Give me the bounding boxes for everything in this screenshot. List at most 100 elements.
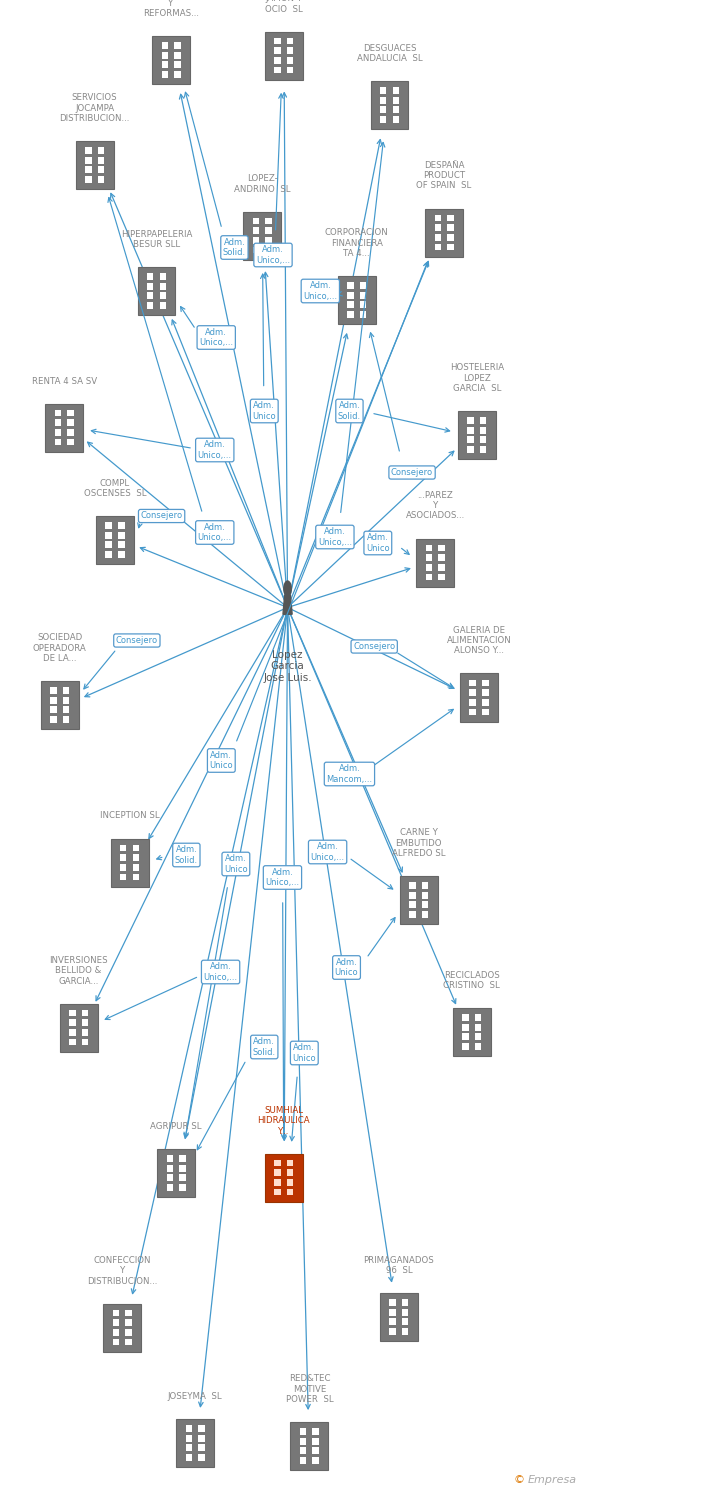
FancyBboxPatch shape: [152, 36, 190, 84]
FancyBboxPatch shape: [435, 225, 441, 231]
FancyBboxPatch shape: [253, 246, 259, 254]
FancyBboxPatch shape: [462, 1034, 469, 1040]
FancyBboxPatch shape: [253, 228, 259, 234]
FancyBboxPatch shape: [69, 1029, 76, 1035]
FancyBboxPatch shape: [426, 573, 432, 580]
FancyBboxPatch shape: [113, 1310, 119, 1317]
FancyBboxPatch shape: [274, 48, 281, 54]
Text: Adm.
Unico: Adm. Unico: [224, 855, 248, 873]
FancyBboxPatch shape: [186, 1454, 192, 1461]
FancyBboxPatch shape: [55, 438, 61, 446]
FancyBboxPatch shape: [360, 310, 366, 318]
FancyBboxPatch shape: [462, 1024, 469, 1030]
Text: JOSEYMA  SL: JOSEYMA SL: [167, 1392, 223, 1401]
Text: Empresa: Empresa: [528, 1474, 577, 1485]
FancyBboxPatch shape: [422, 902, 428, 908]
FancyBboxPatch shape: [120, 864, 127, 870]
FancyBboxPatch shape: [447, 234, 454, 240]
Text: SUMHIAL
HIDRAULICA
Y...: SUMHIAL HIDRAULICA Y...: [258, 1106, 310, 1136]
FancyBboxPatch shape: [198, 1425, 205, 1432]
FancyBboxPatch shape: [392, 116, 399, 123]
FancyBboxPatch shape: [159, 273, 166, 280]
Text: Adm.
Solid.: Adm. Solid.: [253, 1038, 276, 1056]
Text: Adm.
Unico: Adm. Unico: [366, 534, 389, 552]
Text: Adm.
Solid.: Adm. Solid.: [338, 402, 361, 420]
FancyBboxPatch shape: [159, 284, 166, 290]
FancyBboxPatch shape: [274, 1188, 281, 1196]
FancyBboxPatch shape: [85, 166, 92, 172]
FancyBboxPatch shape: [132, 844, 139, 852]
FancyBboxPatch shape: [85, 176, 92, 183]
FancyBboxPatch shape: [287, 66, 293, 74]
Text: INVERSIONES
BELLIDO &
GARCIA...: INVERSIONES BELLIDO & GARCIA...: [50, 956, 108, 986]
FancyBboxPatch shape: [120, 844, 127, 852]
FancyBboxPatch shape: [253, 217, 259, 225]
FancyBboxPatch shape: [438, 544, 445, 552]
FancyBboxPatch shape: [85, 147, 92, 154]
FancyBboxPatch shape: [147, 302, 154, 309]
FancyBboxPatch shape: [312, 1428, 319, 1436]
Text: INCEPTION SL: INCEPTION SL: [100, 812, 159, 820]
FancyBboxPatch shape: [50, 706, 57, 712]
FancyBboxPatch shape: [426, 544, 432, 552]
FancyBboxPatch shape: [402, 1328, 408, 1335]
FancyBboxPatch shape: [113, 1320, 119, 1326]
FancyBboxPatch shape: [380, 1293, 418, 1341]
FancyBboxPatch shape: [287, 1160, 293, 1167]
FancyBboxPatch shape: [422, 882, 428, 890]
FancyBboxPatch shape: [60, 1004, 98, 1052]
FancyBboxPatch shape: [389, 1299, 396, 1306]
FancyBboxPatch shape: [300, 1448, 306, 1454]
Text: Consejero: Consejero: [391, 468, 433, 477]
FancyBboxPatch shape: [312, 1456, 319, 1464]
FancyBboxPatch shape: [162, 70, 168, 78]
Text: Adm.
Unico,...: Adm. Unico,...: [198, 524, 232, 542]
FancyBboxPatch shape: [453, 1008, 491, 1056]
Text: Consejero: Consejero: [116, 636, 158, 645]
FancyBboxPatch shape: [198, 1454, 205, 1461]
FancyBboxPatch shape: [63, 716, 69, 723]
FancyBboxPatch shape: [179, 1155, 186, 1162]
FancyBboxPatch shape: [69, 1010, 76, 1017]
FancyBboxPatch shape: [106, 532, 112, 538]
Text: SOCIEDAD
OPERADORA
DE LA...: SOCIEDAD OPERADORA DE LA...: [33, 633, 87, 663]
FancyBboxPatch shape: [482, 690, 488, 696]
FancyBboxPatch shape: [67, 429, 74, 435]
FancyBboxPatch shape: [426, 564, 432, 570]
FancyBboxPatch shape: [360, 282, 366, 290]
FancyBboxPatch shape: [265, 228, 272, 234]
FancyBboxPatch shape: [265, 237, 272, 243]
FancyBboxPatch shape: [179, 1166, 186, 1172]
FancyBboxPatch shape: [274, 57, 281, 63]
FancyBboxPatch shape: [265, 217, 272, 225]
Text: Adm.
Unico,...: Adm. Unico,...: [256, 246, 290, 264]
FancyBboxPatch shape: [106, 542, 112, 548]
FancyBboxPatch shape: [287, 48, 293, 54]
FancyBboxPatch shape: [371, 81, 408, 129]
FancyBboxPatch shape: [300, 1428, 306, 1436]
FancyBboxPatch shape: [300, 1456, 306, 1464]
FancyBboxPatch shape: [300, 1438, 306, 1444]
FancyBboxPatch shape: [422, 910, 428, 918]
FancyBboxPatch shape: [167, 1174, 173, 1180]
FancyBboxPatch shape: [389, 1328, 396, 1335]
FancyBboxPatch shape: [162, 42, 168, 50]
FancyBboxPatch shape: [312, 1438, 319, 1444]
FancyBboxPatch shape: [392, 106, 399, 112]
FancyBboxPatch shape: [85, 158, 92, 164]
Text: RED&TEC
MOTIVE
POWER  SL: RED&TEC MOTIVE POWER SL: [285, 1374, 333, 1404]
FancyBboxPatch shape: [274, 1170, 281, 1176]
Text: PRIMAGANADOS
96  SL: PRIMAGANADOS 96 SL: [363, 1256, 435, 1275]
FancyBboxPatch shape: [480, 446, 486, 453]
FancyBboxPatch shape: [162, 62, 168, 68]
FancyBboxPatch shape: [67, 420, 74, 426]
FancyBboxPatch shape: [416, 538, 454, 586]
Text: Adm.
Unico: Adm. Unico: [293, 1044, 316, 1062]
FancyBboxPatch shape: [118, 522, 124, 530]
FancyBboxPatch shape: [392, 98, 399, 104]
FancyBboxPatch shape: [338, 276, 376, 324]
FancyBboxPatch shape: [274, 38, 281, 45]
FancyBboxPatch shape: [106, 522, 112, 530]
FancyBboxPatch shape: [253, 237, 259, 243]
FancyBboxPatch shape: [174, 53, 181, 58]
